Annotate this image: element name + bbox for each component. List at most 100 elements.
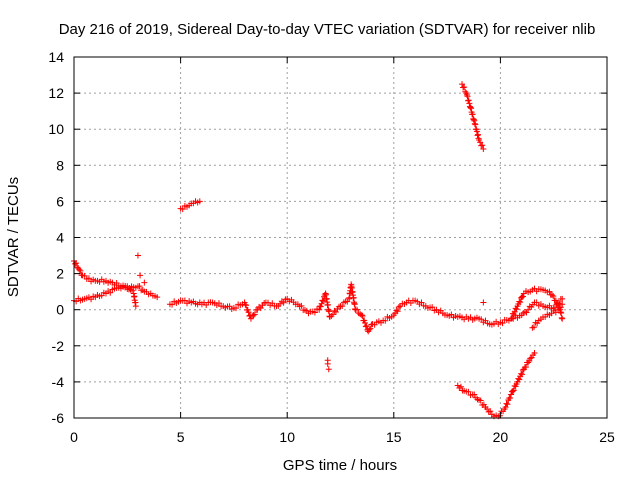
data-point xyxy=(546,288,553,295)
data-point xyxy=(359,313,366,320)
data-point xyxy=(257,305,264,312)
tick-labels: 0 5 10 15 20 25 -6 -4 -2 0 2 4 6 8 10 12 14 xyxy=(48,49,615,445)
axis-ticks xyxy=(73,56,608,419)
data-point xyxy=(418,299,425,306)
data-point xyxy=(523,309,530,316)
data-point xyxy=(531,350,538,357)
data-point xyxy=(196,198,203,205)
data-point xyxy=(507,394,514,401)
y-axis-label: SDTVAR / TECUs xyxy=(5,177,22,297)
data-point xyxy=(465,388,472,395)
y-tick-label: 2 xyxy=(56,266,64,282)
data-point xyxy=(530,324,537,331)
data-point xyxy=(324,360,331,367)
data-point xyxy=(394,308,401,315)
data-point xyxy=(522,363,529,370)
data-point xyxy=(519,293,526,300)
y-tick-label: 14 xyxy=(48,49,64,65)
data-point xyxy=(317,303,324,310)
data-point xyxy=(546,302,553,309)
data-point xyxy=(556,304,563,311)
y-tick-label: 6 xyxy=(56,193,64,209)
data-point xyxy=(132,303,139,310)
data-point xyxy=(280,299,287,306)
data-point xyxy=(516,376,523,383)
data-point xyxy=(504,401,511,408)
data-point xyxy=(468,105,475,112)
data-points xyxy=(71,81,566,420)
data-point xyxy=(517,299,524,306)
data-point xyxy=(319,297,326,304)
data-point xyxy=(320,298,327,305)
y-tick-label: 10 xyxy=(48,121,64,137)
data-point xyxy=(559,301,566,308)
data-point xyxy=(316,306,323,313)
data-point xyxy=(470,116,477,123)
data-point xyxy=(474,132,481,139)
y-tick-label: 4 xyxy=(56,230,64,246)
data-point xyxy=(529,324,536,331)
data-point xyxy=(242,301,249,308)
data-point xyxy=(527,355,534,362)
data-point xyxy=(81,272,88,279)
data-point xyxy=(362,323,369,330)
data-point xyxy=(487,408,494,415)
data-point xyxy=(329,311,336,318)
data-point xyxy=(339,303,346,310)
data-point xyxy=(457,383,464,390)
data-point xyxy=(479,142,486,149)
data-point xyxy=(124,283,131,290)
data-point xyxy=(358,312,365,319)
data-point xyxy=(245,309,252,316)
grid-lines xyxy=(74,57,607,418)
data-point xyxy=(525,306,532,313)
data-point xyxy=(518,370,525,377)
data-point xyxy=(508,315,515,322)
data-point xyxy=(137,272,144,279)
data-point xyxy=(528,354,535,361)
data-point xyxy=(516,298,523,305)
data-point xyxy=(508,391,515,398)
data-point xyxy=(499,320,506,327)
data-point xyxy=(533,299,540,306)
data-point xyxy=(366,326,373,333)
data-point xyxy=(480,146,487,153)
data-point xyxy=(85,275,92,282)
data-point xyxy=(169,301,176,308)
data-point xyxy=(463,91,470,98)
data-point xyxy=(473,128,480,135)
data-point xyxy=(361,317,368,324)
x-tick-label: 20 xyxy=(493,429,509,445)
data-point xyxy=(503,400,510,407)
data-point xyxy=(462,88,469,95)
chart-title: Day 216 of 2019, Sidereal Day-to-day VTE… xyxy=(59,21,596,38)
data-point xyxy=(558,314,565,321)
data-point xyxy=(448,311,455,318)
x-axis-label: GPS time / hours xyxy=(283,457,397,474)
y-tick-label: -6 xyxy=(52,410,65,426)
x-tick-label: 25 xyxy=(599,429,615,445)
data-point xyxy=(325,366,332,373)
data-point xyxy=(548,291,555,298)
data-point xyxy=(243,302,250,309)
data-point xyxy=(250,312,257,319)
data-point xyxy=(471,391,478,398)
data-point xyxy=(141,279,148,286)
data-point xyxy=(215,300,222,307)
data-point xyxy=(558,309,565,316)
data-point xyxy=(467,104,474,111)
data-point xyxy=(136,283,143,290)
data-point xyxy=(233,305,240,312)
data-point xyxy=(354,306,361,313)
data-point xyxy=(367,325,374,332)
data-point xyxy=(550,293,557,300)
x-tick-label: 0 xyxy=(70,429,78,445)
data-point xyxy=(469,111,476,118)
data-point xyxy=(76,266,83,273)
data-point xyxy=(251,311,258,318)
data-point xyxy=(513,306,520,313)
data-point xyxy=(557,304,564,311)
data-point xyxy=(382,317,389,324)
data-point xyxy=(508,315,515,322)
